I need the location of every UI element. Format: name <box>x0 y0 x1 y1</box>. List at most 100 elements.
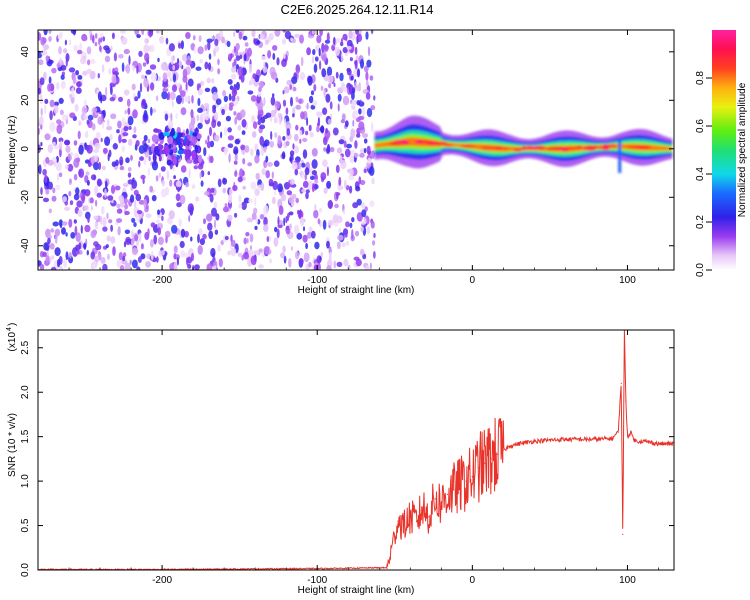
snr-frame <box>37 329 675 571</box>
cluster-speck <box>158 144 164 150</box>
noise-speck <box>232 185 238 192</box>
noise-speck <box>160 166 166 172</box>
noise-speck <box>265 39 269 45</box>
noise-speck <box>185 182 190 188</box>
noise-speck <box>304 167 310 176</box>
noise-speck <box>157 57 160 63</box>
noise-speck <box>204 61 209 70</box>
noise-speck <box>227 143 234 148</box>
noise-speck <box>94 154 98 162</box>
cluster-speck <box>192 132 198 137</box>
noise-speck <box>82 70 88 76</box>
colorbar-tick-label: 0.2 <box>695 215 706 229</box>
noise-speck <box>207 222 213 231</box>
noise-speck <box>94 41 98 47</box>
noise-speck <box>355 258 362 267</box>
noise-speck <box>259 124 266 130</box>
noise-speck <box>313 209 319 219</box>
spectrogram-y-axis: -40 -20 0 20 40 <box>20 46 674 253</box>
noise-speck <box>108 68 112 75</box>
noise-speck <box>363 138 368 144</box>
noise-speck <box>69 112 76 119</box>
noise-speck <box>295 124 299 131</box>
noise-speck <box>145 69 152 75</box>
noise-speck <box>124 229 131 235</box>
noise-speck <box>351 229 354 240</box>
noise-speck <box>316 35 322 44</box>
noise-speck <box>207 171 211 176</box>
noise-speck <box>188 121 195 132</box>
noise-speck <box>227 250 231 256</box>
noise-speck <box>171 224 178 234</box>
noise-speck <box>105 86 108 97</box>
noise-speck <box>246 217 254 223</box>
noise-speck <box>240 144 246 151</box>
noise-speck <box>349 57 353 62</box>
noise-speck <box>157 227 162 236</box>
noise-speck <box>295 251 300 260</box>
noise-speck <box>311 56 315 64</box>
noise-speck <box>238 203 243 209</box>
noise-speck <box>171 84 178 92</box>
noise-speck <box>95 199 98 207</box>
noise-speck <box>337 234 344 241</box>
noise-speck <box>172 73 177 83</box>
noise-speck <box>136 266 141 270</box>
noise-speck <box>332 127 339 136</box>
noise-speck <box>263 246 270 255</box>
noise-speck <box>168 43 175 52</box>
svg-text:(x10: (x10 <box>7 332 18 352</box>
noise-speck <box>237 124 242 131</box>
noise-speck <box>100 32 104 39</box>
snr-point <box>440 502 442 504</box>
noise-speck <box>257 120 262 126</box>
noise-speck <box>155 95 159 102</box>
noise-speck <box>67 163 74 172</box>
noise-speck <box>296 70 299 80</box>
noise-speck <box>213 111 219 121</box>
noise-speck <box>173 245 178 254</box>
noise-speck <box>310 175 315 181</box>
noise-speck <box>204 191 210 196</box>
noise-speck <box>360 226 364 233</box>
noise-speck <box>150 239 154 248</box>
noise-speck <box>217 178 222 188</box>
noise-speck <box>348 30 353 39</box>
noise-speck <box>258 81 265 88</box>
noise-speck <box>255 172 260 180</box>
noise-speck <box>311 170 317 176</box>
noise-speck <box>80 57 87 65</box>
noise-speck <box>360 220 366 226</box>
noise-speck <box>323 87 326 98</box>
noise-speck <box>90 174 97 181</box>
noise-speck <box>299 129 303 136</box>
noise-speck <box>224 126 227 136</box>
noise-speck <box>254 197 257 206</box>
noise-speck <box>109 97 116 102</box>
noise-speck <box>50 255 55 260</box>
noise-speck <box>175 113 178 119</box>
x-tick-label: 0 <box>470 275 476 286</box>
noise-speck <box>180 228 186 238</box>
noise-speck <box>55 162 62 172</box>
noise-speck <box>227 214 233 222</box>
noise-speck <box>134 199 137 209</box>
noise-speck <box>337 241 341 250</box>
noise-speck <box>222 177 228 185</box>
noise-speck <box>235 55 241 61</box>
noise-speck <box>106 235 111 242</box>
noise-speck <box>362 133 369 138</box>
snr-point <box>484 462 486 464</box>
noise-speck <box>251 30 256 38</box>
noise-speck <box>259 33 265 40</box>
noise-speck <box>76 249 80 255</box>
noise-speck <box>197 245 203 255</box>
noise-speck <box>272 45 278 51</box>
noise-speck <box>110 45 113 51</box>
noise-speck <box>77 130 81 140</box>
noise-speck <box>161 179 165 187</box>
noise-speck <box>217 121 221 127</box>
noise-speck <box>273 237 279 247</box>
noise-speck <box>286 190 292 196</box>
noise-speck <box>137 90 141 99</box>
